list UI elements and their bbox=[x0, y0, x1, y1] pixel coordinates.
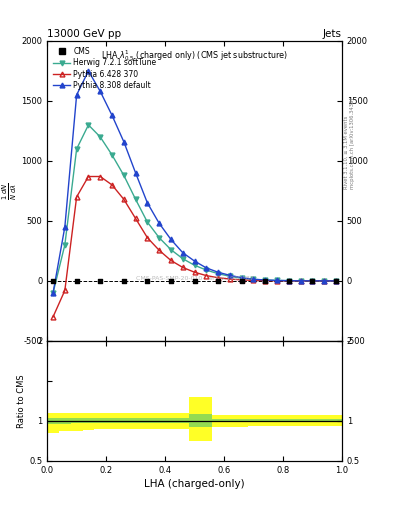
Text: LHA $\lambda^{1}_{0.5}$ (charged only) (CMS jet substructure): LHA $\lambda^{1}_{0.5}$ (charged only) (… bbox=[101, 49, 288, 63]
Point bbox=[73, 277, 80, 285]
Point bbox=[239, 277, 245, 285]
Point bbox=[286, 277, 292, 285]
Point bbox=[215, 277, 221, 285]
Text: Rivet 3.1.10, ≥ 3.1M events
mcplots.cern.ch [arXiv:1306.3436]: Rivet 3.1.10, ≥ 3.1M events mcplots.cern… bbox=[344, 98, 354, 189]
Point bbox=[121, 277, 127, 285]
Text: CMS-PAS-SMP-20-010   arXiv:1920187: CMS-PAS-SMP-20-010 arXiv:1920187 bbox=[136, 276, 253, 281]
Y-axis label: Ratio to CMS: Ratio to CMS bbox=[17, 374, 26, 428]
Point bbox=[50, 277, 56, 285]
Point bbox=[262, 277, 268, 285]
Point bbox=[191, 277, 198, 285]
Text: Jets: Jets bbox=[323, 29, 342, 39]
Point bbox=[144, 277, 151, 285]
Point bbox=[333, 277, 339, 285]
Point bbox=[97, 277, 103, 285]
Point bbox=[168, 277, 174, 285]
Legend: CMS, Herwig 7.2.1 softTune, Pythia 6.428 370, Pythia 8.308 default: CMS, Herwig 7.2.1 softTune, Pythia 6.428… bbox=[51, 45, 158, 92]
X-axis label: LHA (charged-only): LHA (charged-only) bbox=[144, 479, 245, 489]
Y-axis label: $\frac{1}{N}\frac{dN}{d\lambda}$: $\frac{1}{N}\frac{dN}{d\lambda}$ bbox=[0, 182, 18, 200]
Point bbox=[309, 277, 316, 285]
Text: 13000 GeV pp: 13000 GeV pp bbox=[47, 29, 121, 39]
